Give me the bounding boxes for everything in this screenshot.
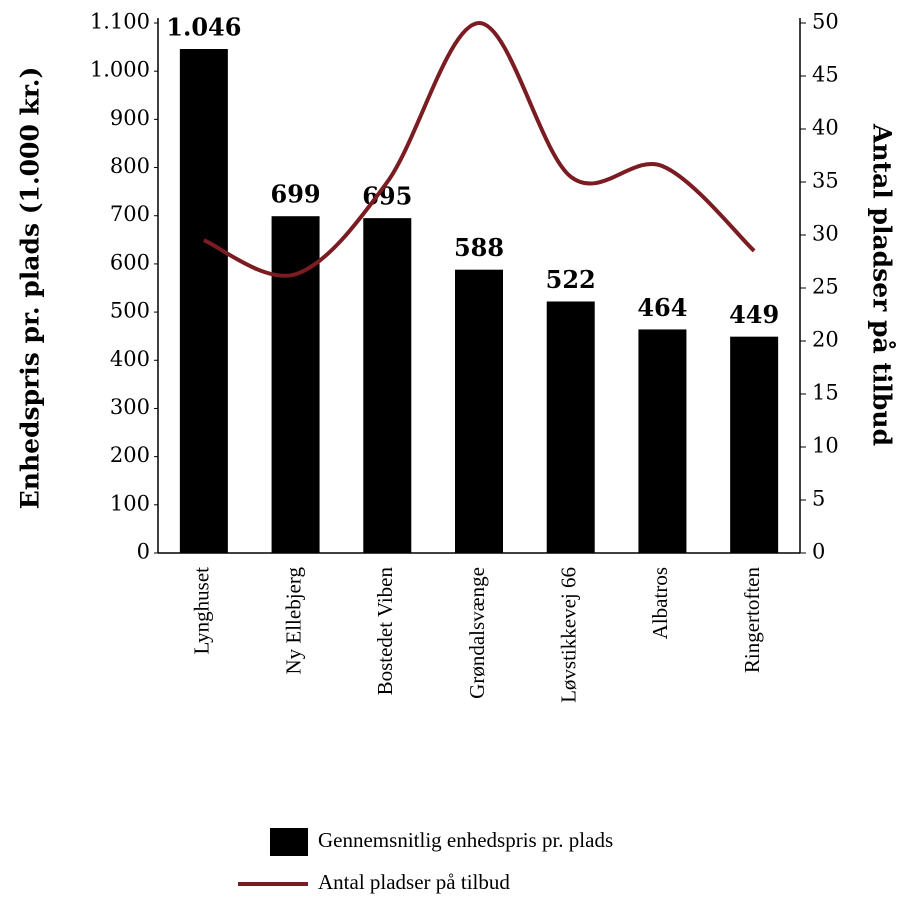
bar <box>638 329 687 553</box>
bar <box>179 49 228 553</box>
y-axis-title: Enhedspris pr. plads (1.000 kr.) <box>16 67 45 510</box>
legend-label: Gennemsnitlig enhedspris pr. plads <box>318 828 613 852</box>
y2-tick-label: 10 <box>812 434 839 458</box>
value-label: 699 <box>271 180 321 209</box>
y2-tick-label: 50 <box>812 10 839 34</box>
y-tick-label: 1.100 <box>90 10 150 34</box>
y-tick-label: 500 <box>110 299 150 323</box>
x-tick-label: Bostedet Viben <box>373 567 397 696</box>
x-tick-label: Lynghuset <box>190 567 214 655</box>
bar <box>546 301 595 553</box>
y2-tick-label: 25 <box>812 275 839 299</box>
y2-tick-label: 30 <box>812 222 839 246</box>
y2-tick-label: 15 <box>812 381 839 405</box>
bar <box>363 218 412 554</box>
y2-tick-label: 45 <box>812 63 839 87</box>
y-tick-label: 400 <box>110 347 150 371</box>
y-tick-label: 1.000 <box>90 58 150 82</box>
y2-tick-label: 20 <box>812 328 839 352</box>
line <box>203 20 756 278</box>
y-tick-label: 100 <box>110 491 150 515</box>
legend-swatch <box>270 828 308 856</box>
x-tick-label: Ny Ellebjerg <box>281 567 305 675</box>
y-tick-label: 300 <box>110 395 150 419</box>
value-label: 588 <box>454 233 504 262</box>
x-tick-label: Ringertoften <box>740 567 764 674</box>
y-tick-label: 200 <box>110 443 150 467</box>
y2-tick-label: 35 <box>812 169 839 193</box>
bar <box>455 269 503 553</box>
x-tick-label: Løvstikkevej 66 <box>557 567 581 703</box>
bar <box>730 336 779 553</box>
y2-tick-label: 0 <box>812 540 825 564</box>
y2-tick-label: 5 <box>812 487 825 511</box>
y2-tick-label: 40 <box>812 116 839 140</box>
y2-axis-title: Antal pladser på tilbud <box>868 123 897 446</box>
y-tick-label: 700 <box>110 202 150 226</box>
y-tick-label: 600 <box>110 250 150 274</box>
value-label: 449 <box>729 300 779 329</box>
legend-label: Antal pladser på tilbud <box>318 870 510 894</box>
value-label: 464 <box>637 293 687 322</box>
value-label: 522 <box>546 265 596 294</box>
x-tick-label: Albatros <box>648 567 672 639</box>
y-tick-label: 800 <box>110 154 150 178</box>
x-tick-label: Grøndalsvænge <box>465 567 489 699</box>
value-label: 1.046 <box>166 13 241 42</box>
y-tick-label: 0 <box>137 540 150 564</box>
y-tick-label: 900 <box>110 106 150 130</box>
